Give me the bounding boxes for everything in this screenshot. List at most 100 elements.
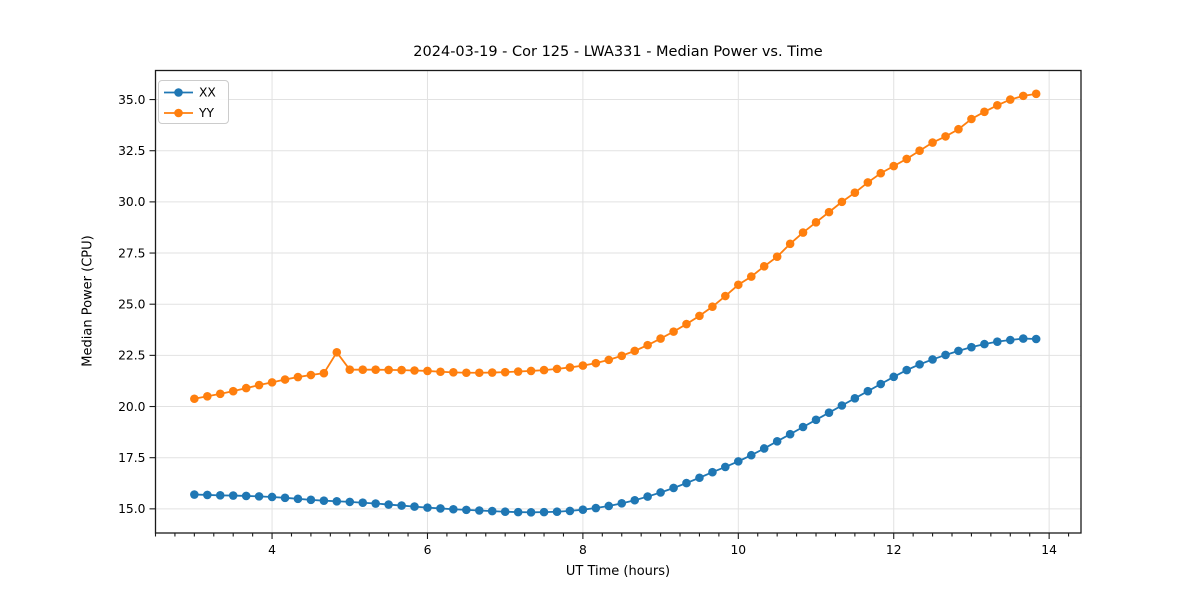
series-yy-marker xyxy=(798,228,808,237)
series-yy-marker xyxy=(708,302,717,311)
series-xx-marker xyxy=(876,379,886,389)
legend-label-xx: XX xyxy=(199,86,216,100)
series-yy-marker xyxy=(811,218,821,227)
x-tick-label: 8 xyxy=(579,543,587,557)
series-yy xyxy=(190,89,1041,404)
series-yy-marker xyxy=(889,161,899,171)
series-yy-marker xyxy=(215,389,225,399)
series-yy-marker xyxy=(578,361,588,370)
series-yy-marker xyxy=(203,391,212,401)
series-yy-marker xyxy=(1005,95,1015,104)
series-yy-line xyxy=(194,92,1037,400)
series-xx-marker xyxy=(384,500,393,509)
series-xx-marker xyxy=(682,478,691,488)
series-yy-marker xyxy=(345,365,355,374)
series-yy-marker xyxy=(319,368,329,378)
series-yy-marker xyxy=(695,311,704,321)
legend-label-yy: YY xyxy=(198,106,215,120)
series-xx-marker xyxy=(941,350,950,360)
series-yy-marker xyxy=(228,386,238,396)
series-yy-marker xyxy=(565,363,575,372)
series-yy-marker xyxy=(824,207,834,217)
series-yy-marker xyxy=(772,252,782,262)
series-yy-marker xyxy=(902,154,912,164)
series-yy-marker xyxy=(436,367,445,377)
series-xx-marker xyxy=(656,488,665,497)
series-yy-marker xyxy=(980,107,989,117)
series-yy-marker xyxy=(967,114,976,124)
series-xx-marker xyxy=(811,415,821,425)
x-tick-label: 4 xyxy=(268,543,276,557)
series-yy-marker xyxy=(785,239,795,249)
series-xx-marker xyxy=(254,492,264,501)
series-xx-marker xyxy=(746,450,756,460)
y-tick-label: 15.0 xyxy=(118,502,145,516)
series-yy-marker xyxy=(837,197,847,207)
axis-ticks xyxy=(149,99,1070,539)
series-xx-marker xyxy=(280,493,290,503)
series-xx-marker xyxy=(824,408,834,417)
series-xx-marker xyxy=(371,499,380,508)
legend-sample-marker xyxy=(174,88,183,97)
series-xx-marker xyxy=(1018,334,1028,343)
series-xx-marker xyxy=(902,365,912,375)
series-yy-marker xyxy=(734,280,743,290)
series-yy-marker xyxy=(656,334,665,343)
x-tick-label: 14 xyxy=(1041,543,1057,557)
x-tick-label: 12 xyxy=(886,543,902,557)
series-xx-marker xyxy=(889,372,899,382)
series-yy-marker xyxy=(915,146,924,156)
series-yy-marker xyxy=(397,365,406,375)
series-xx-marker xyxy=(643,492,652,501)
series-yy-marker xyxy=(941,132,950,141)
series-yy-marker xyxy=(254,380,264,390)
series-xx-marker xyxy=(954,346,963,356)
series-yy-marker xyxy=(306,370,316,380)
series-yy-marker xyxy=(410,366,419,375)
series-xx-marker xyxy=(228,491,238,500)
x-tick-label: 6 xyxy=(424,543,432,557)
series-xx-marker xyxy=(500,507,510,517)
series-yy-marker xyxy=(630,346,640,356)
series-xx-marker xyxy=(513,507,523,517)
series-xx-marker xyxy=(345,497,355,507)
series-xx-marker xyxy=(785,429,795,439)
series-yy-marker xyxy=(293,372,303,382)
series-yy-marker xyxy=(475,368,484,378)
series-xx-marker xyxy=(721,462,730,472)
series-xx-marker xyxy=(332,496,342,506)
series-yy-marker xyxy=(449,368,458,377)
series-yy-marker xyxy=(954,124,963,134)
y-tick-label: 30.0 xyxy=(118,195,145,209)
legend-sample-marker xyxy=(174,108,183,118)
y-tick-label: 20.0 xyxy=(118,400,145,414)
series-yy-marker xyxy=(643,340,652,350)
tick-labels: 4 6 8 10 12 14 15.0 17.5 20.0 22.5 25.0 27.5 30.0 32.… xyxy=(118,93,1057,557)
series-xx-marker xyxy=(449,504,458,514)
series-xx-marker xyxy=(475,506,484,515)
series-yy-marker xyxy=(876,168,886,178)
series-yy-marker xyxy=(850,188,860,197)
series-xx-marker xyxy=(708,467,717,477)
series-xx-marker xyxy=(578,505,588,514)
grid xyxy=(155,70,1081,533)
series-xx-marker xyxy=(1031,334,1041,344)
series-yy-marker xyxy=(241,383,251,393)
series-xx-marker xyxy=(267,492,277,502)
series-xx-marker xyxy=(850,394,860,403)
series-xx-line xyxy=(194,337,1037,514)
series-xx-marker xyxy=(565,506,575,516)
series-yy-marker xyxy=(462,368,471,378)
series-xx-marker xyxy=(306,495,316,505)
series-xx-marker xyxy=(358,498,368,508)
series-xx-marker xyxy=(241,491,251,501)
series-xx-marker xyxy=(462,505,471,515)
series-yy-marker xyxy=(863,178,873,187)
series-yy-marker xyxy=(332,347,342,357)
series-xx-marker xyxy=(604,501,614,511)
series-xx-marker xyxy=(190,490,199,499)
series-xx-marker xyxy=(617,499,627,508)
y-tick-label: 27.5 xyxy=(118,246,145,260)
series-yy-marker xyxy=(513,367,523,376)
